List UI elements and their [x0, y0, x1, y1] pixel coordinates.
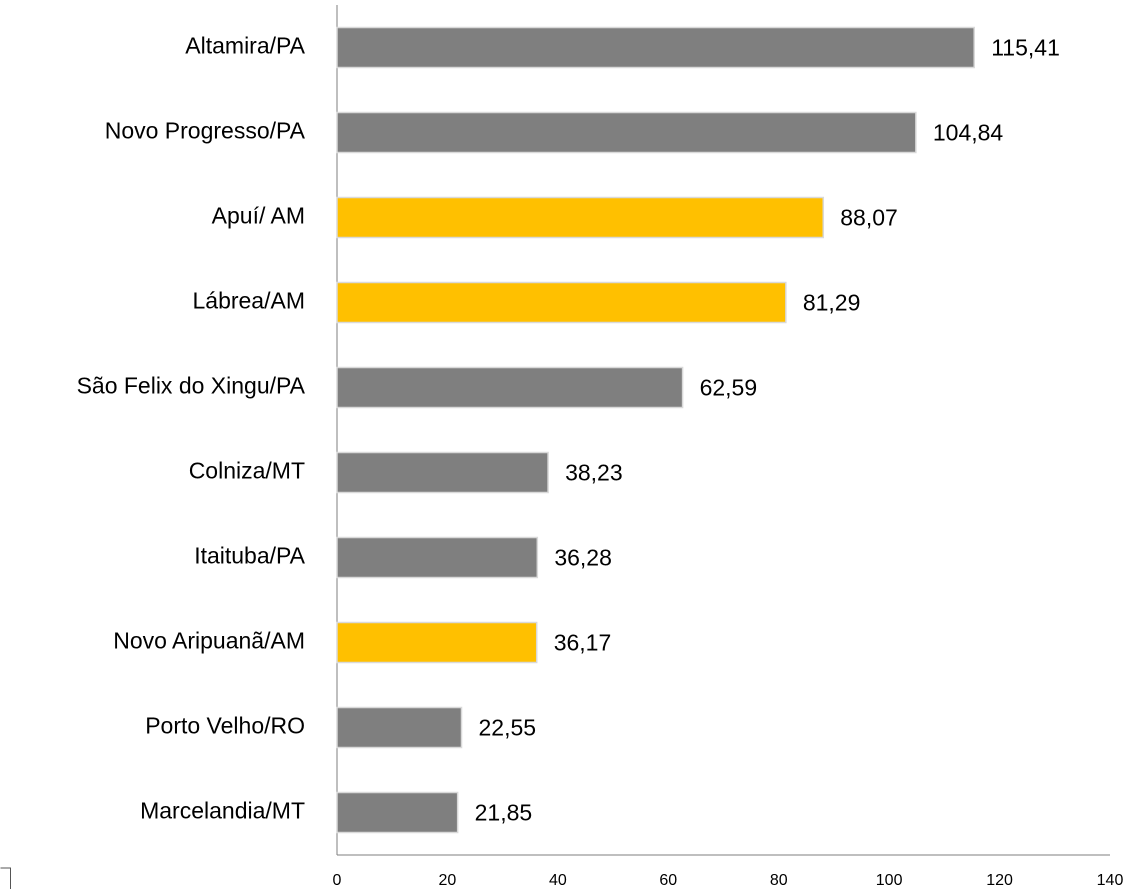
category-label: Apuí/ AM: [212, 203, 305, 229]
category-label: Colniza/MT: [189, 458, 305, 484]
x-tick-label: 120: [986, 872, 1013, 889]
value-label: 88,07: [840, 205, 898, 231]
bar: [336, 791, 459, 834]
bar: [336, 281, 787, 324]
bar: [336, 196, 825, 239]
x-tick-label: 20: [439, 872, 457, 889]
category-label: Lábrea/AM: [192, 288, 305, 314]
x-tick-label: 140: [1097, 872, 1124, 889]
category-label: Altamira/PA: [185, 33, 305, 59]
category-label: Porto Velho/RO: [145, 713, 305, 739]
category-label: Marcelandia/MT: [140, 798, 305, 824]
bar: [336, 621, 538, 664]
corner-box: [0, 867, 11, 889]
bar: [336, 451, 549, 494]
value-label: 21,85: [475, 800, 533, 826]
bar: [336, 366, 684, 409]
value-label: 22,55: [479, 715, 537, 741]
x-tick-label: 80: [770, 872, 788, 889]
bar: [336, 26, 975, 69]
category-label: Itaituba/PA: [194, 543, 305, 569]
bar: [336, 536, 539, 579]
value-label: 36,28: [554, 545, 612, 571]
category-label: Novo Aripuanã/AM: [113, 628, 305, 654]
x-tick-label: 100: [876, 872, 903, 889]
x-tick-label: 40: [549, 872, 567, 889]
x-tick-label: 60: [659, 872, 677, 889]
value-label: 81,29: [803, 290, 861, 316]
value-label: 115,41: [991, 35, 1060, 61]
value-label: 36,17: [554, 630, 612, 656]
value-label: 62,59: [700, 375, 758, 401]
bar: [336, 111, 917, 154]
category-label: Novo Progresso/PA: [105, 118, 306, 144]
x-tick-label: 0: [333, 872, 342, 889]
category-label: São Felix do Xingu/PA: [77, 373, 306, 399]
value-label: 104,84: [933, 120, 1004, 146]
bar: [336, 706, 463, 749]
value-label: 38,23: [565, 460, 623, 486]
